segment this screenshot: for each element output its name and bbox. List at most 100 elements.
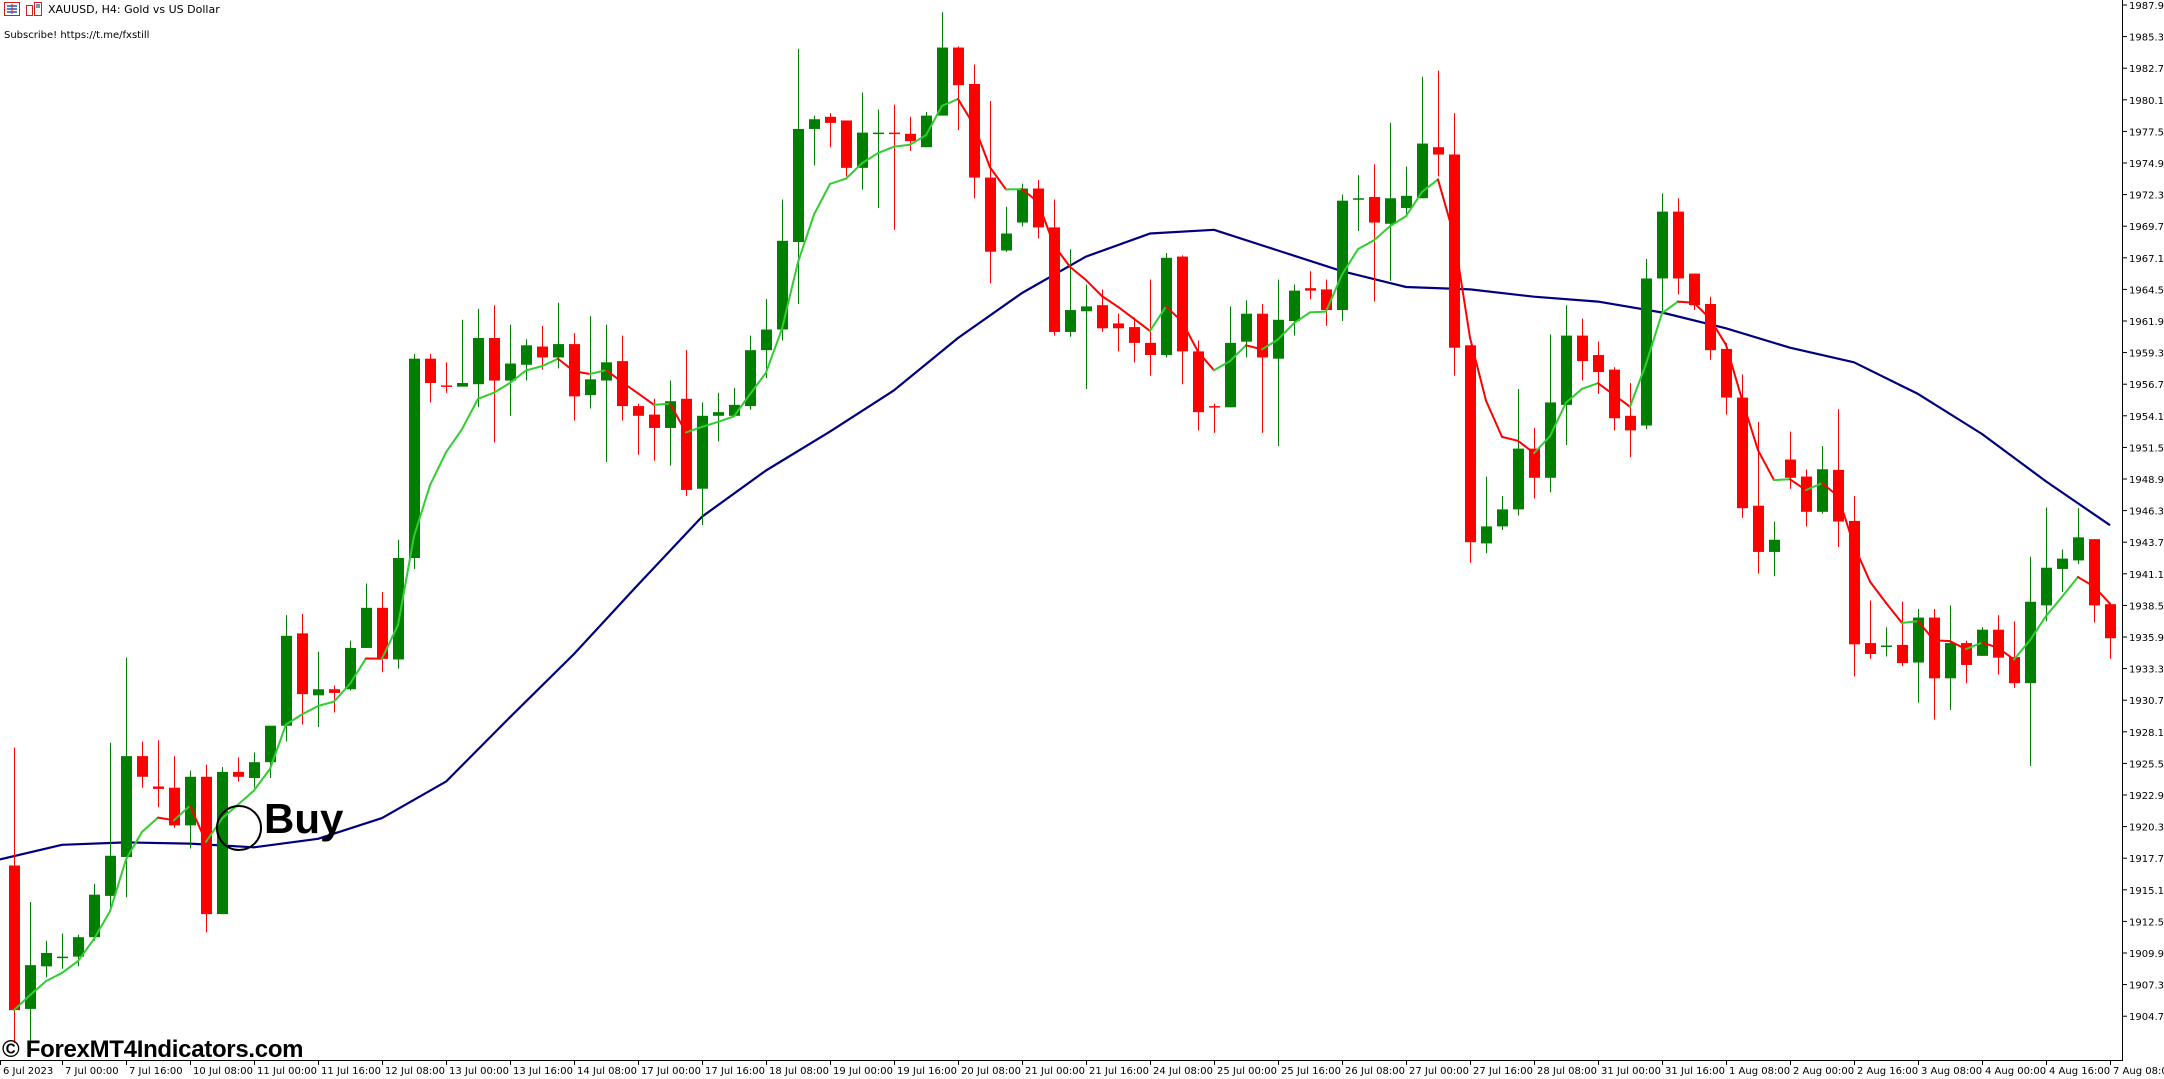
- fast-ma-segment: [797, 213, 815, 264]
- bearish-candle: [169, 756, 180, 828]
- fast-ma-segment: [125, 830, 143, 861]
- candle-body: [457, 382, 468, 387]
- fast-ma-segment: [861, 152, 879, 165]
- time-tick-label: 31 Jul 16:00: [1665, 1066, 1725, 1077]
- candle-body: [633, 406, 644, 416]
- candle-body: [249, 762, 260, 778]
- fast-ma-segment: [701, 420, 719, 428]
- candle-body: [1513, 448, 1524, 510]
- bullish-candle: [1337, 194, 1348, 321]
- candle-body: [713, 412, 724, 416]
- candle-body: [57, 956, 68, 959]
- candle-body: [905, 133, 916, 142]
- candle-body: [41, 953, 52, 967]
- bullish-candle: [921, 111, 932, 148]
- time-tick-label: 6 Jul 2023: [3, 1066, 53, 1077]
- fast-ma-segment: [829, 177, 847, 185]
- bearish-candle: [1993, 615, 2004, 675]
- bullish-candle: [1353, 175, 1364, 232]
- candle-body: [825, 116, 836, 123]
- fast-ma-segment: [1885, 601, 1903, 624]
- candle-body: [809, 119, 820, 129]
- candle-body: [25, 965, 36, 1009]
- candle-body: [1337, 200, 1348, 311]
- fast-ma-segment: [509, 369, 527, 384]
- candle-body: [1625, 415, 1636, 431]
- candle-body: [1545, 402, 1556, 478]
- chart-header: XAUUSD, H4: Gold vs US Dollar: [4, 2, 220, 16]
- candle-body: [105, 855, 116, 896]
- candle-body: [1193, 351, 1204, 413]
- bullish-candle: [393, 539, 404, 669]
- bearish-candle: [1369, 164, 1380, 302]
- time-tick-label: 18 Jul 08:00: [769, 1066, 829, 1077]
- time-tick-label: 19 Jul 16:00: [897, 1066, 957, 1077]
- bearish-candle: [1033, 180, 1044, 239]
- time-tick-label: 7 Jul 00:00: [65, 1066, 119, 1077]
- bullish-candle: [2057, 549, 2068, 593]
- time-tick-label: 21 Jul 16:00: [1089, 1066, 1149, 1077]
- fast-ma-segment: [1501, 435, 1519, 442]
- bullish-candle: [793, 48, 804, 304]
- candle-body: [1897, 644, 1908, 664]
- bullish-candle: [1769, 521, 1780, 577]
- bullish-candle: [281, 615, 292, 742]
- fast-ma-segment: [397, 535, 415, 627]
- fast-ma-segment: [717, 415, 735, 423]
- fast-ma-segment: [1613, 393, 1631, 408]
- bullish-candle: [1241, 300, 1252, 358]
- bullish-candle: [1913, 609, 1924, 703]
- time-tick-label: 21 Jul 00:00: [1025, 1066, 1085, 1077]
- fast-ma-segment: [1117, 305, 1135, 320]
- bearish-candle: [1593, 341, 1604, 394]
- bullish-candle: [57, 933, 68, 969]
- price-tick-label: 1928.10: [2129, 728, 2164, 739]
- fast-ma-segment: [1661, 300, 1679, 315]
- candle-body: [1129, 327, 1140, 343]
- price-tick-label: 1909.90: [2129, 949, 2164, 960]
- bullish-candle: [729, 387, 740, 418]
- candle-body: [393, 558, 404, 660]
- bearish-candle: [1257, 303, 1268, 433]
- candle-body: [1177, 256, 1188, 352]
- bullish-candle: [185, 770, 196, 849]
- bearish-candle: [1129, 317, 1140, 363]
- subscribe-link[interactable]: Subscribe! https://t.me/fxstill: [4, 30, 150, 41]
- bullish-candle: [761, 299, 772, 379]
- fast-ma-segment: [1469, 336, 1487, 402]
- price-tick-label: 1912.50: [2129, 917, 2164, 928]
- chart-window-icon[interactable]: [4, 2, 20, 16]
- fast-ma-segment: [2093, 585, 2111, 605]
- bearish-candle: [1177, 255, 1188, 385]
- bullish-candle: [873, 109, 884, 208]
- bullish-candle: [2041, 507, 2052, 622]
- bearish-candle: [617, 335, 628, 421]
- chart-properties-icon[interactable]: [26, 2, 42, 16]
- fast-ma-segment: [1229, 344, 1247, 363]
- candle-body: [1817, 469, 1828, 512]
- price-tick-label: 1907.30: [2129, 981, 2164, 992]
- bullish-candle: [1401, 166, 1412, 216]
- bearish-candle: [1753, 421, 1764, 574]
- price-tick-label: 1987.90: [2129, 1, 2164, 12]
- candle-body: [1145, 342, 1156, 356]
- candle-body: [2089, 539, 2100, 606]
- fast-ma-segment: [429, 451, 447, 487]
- bullish-candle: [1561, 305, 1572, 445]
- fast-ma-segment: [253, 767, 271, 792]
- candle-body: [1433, 147, 1444, 155]
- candle-body: [1913, 617, 1924, 663]
- bullish-candle: [2025, 556, 2036, 766]
- candle-body: [2041, 567, 2052, 606]
- time-tick-label: 7 Jul 16:00: [129, 1066, 183, 1077]
- watermark: © ForexMT4Indicators.com: [2, 1036, 304, 1063]
- fast-ma-segment: [973, 124, 991, 169]
- price-tick-label: 1922.90: [2129, 791, 2164, 802]
- candle-body: [1001, 233, 1012, 251]
- bullish-candle: [1497, 496, 1508, 531]
- price-tick-label: 1933.30: [2129, 665, 2164, 676]
- candle-body: [185, 776, 196, 826]
- bearish-candle: [1305, 271, 1316, 300]
- fast-ma-segment: [621, 381, 639, 395]
- fast-ma-segment: [1997, 646, 2015, 661]
